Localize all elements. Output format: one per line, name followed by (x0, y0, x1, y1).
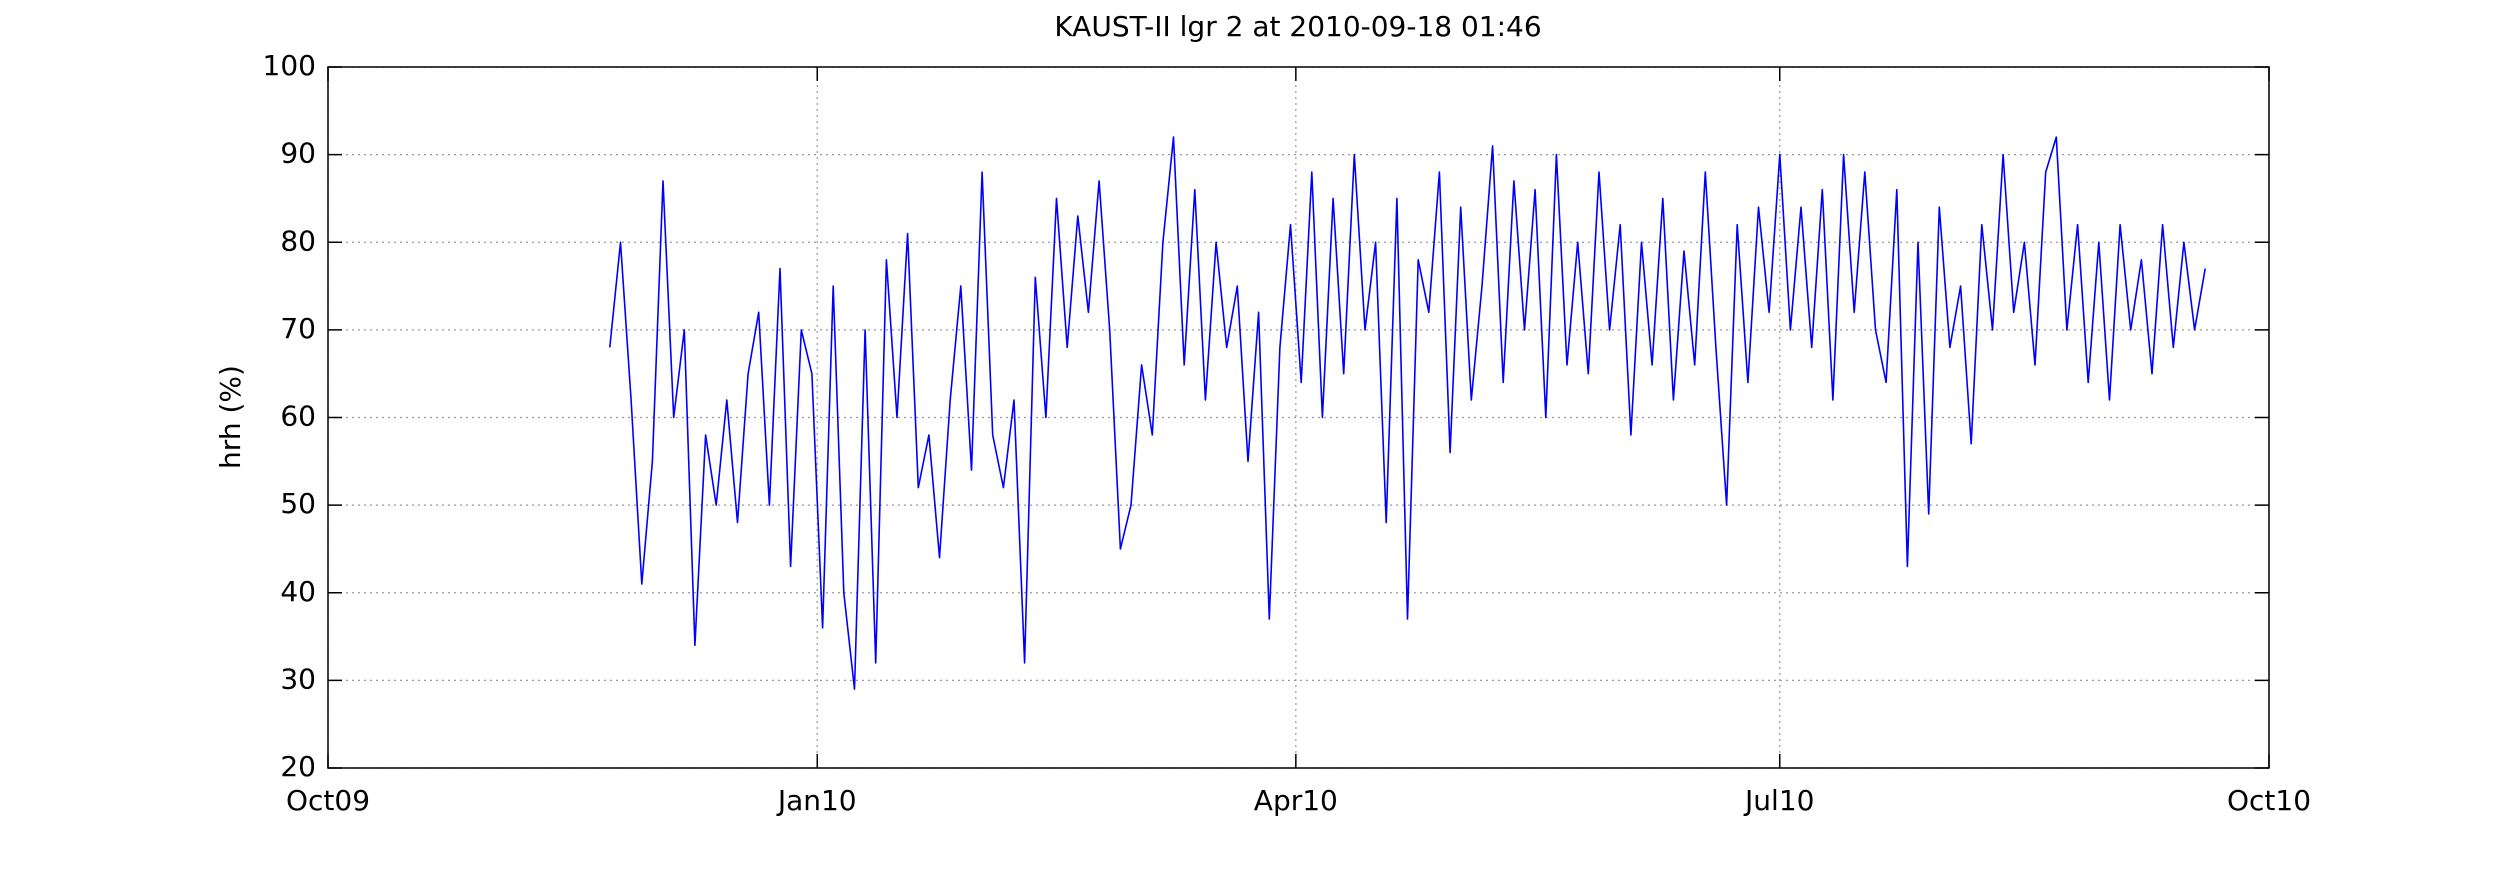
y-tick-label: 60 (280, 400, 316, 433)
y-tick-label: 90 (280, 137, 316, 170)
data-line (609, 136, 2206, 690)
y-tick-label: 40 (280, 575, 316, 608)
y-axis-label: hrh (%) (214, 365, 247, 469)
y-tick-label: 50 (280, 487, 316, 520)
y-tick-label: 80 (280, 224, 316, 257)
y-tick-label: 100 (263, 49, 316, 82)
y-tick-label: 30 (280, 662, 316, 695)
x-tick-label: Apr10 (1254, 784, 1338, 817)
chart-title: KAUST-II lgr 2 at 2010-09-18 01:46 (1054, 10, 1541, 43)
x-tick-label: Oct10 (2227, 784, 2311, 817)
y-tick-label: 20 (280, 750, 316, 783)
axes-box (327, 66, 2270, 769)
y-tick-label: 70 (280, 312, 316, 345)
x-tick-label: Jan10 (776, 784, 857, 817)
x-tick-label: Oct09 (286, 784, 370, 817)
x-tick-label: Jul10 (1743, 784, 1814, 817)
